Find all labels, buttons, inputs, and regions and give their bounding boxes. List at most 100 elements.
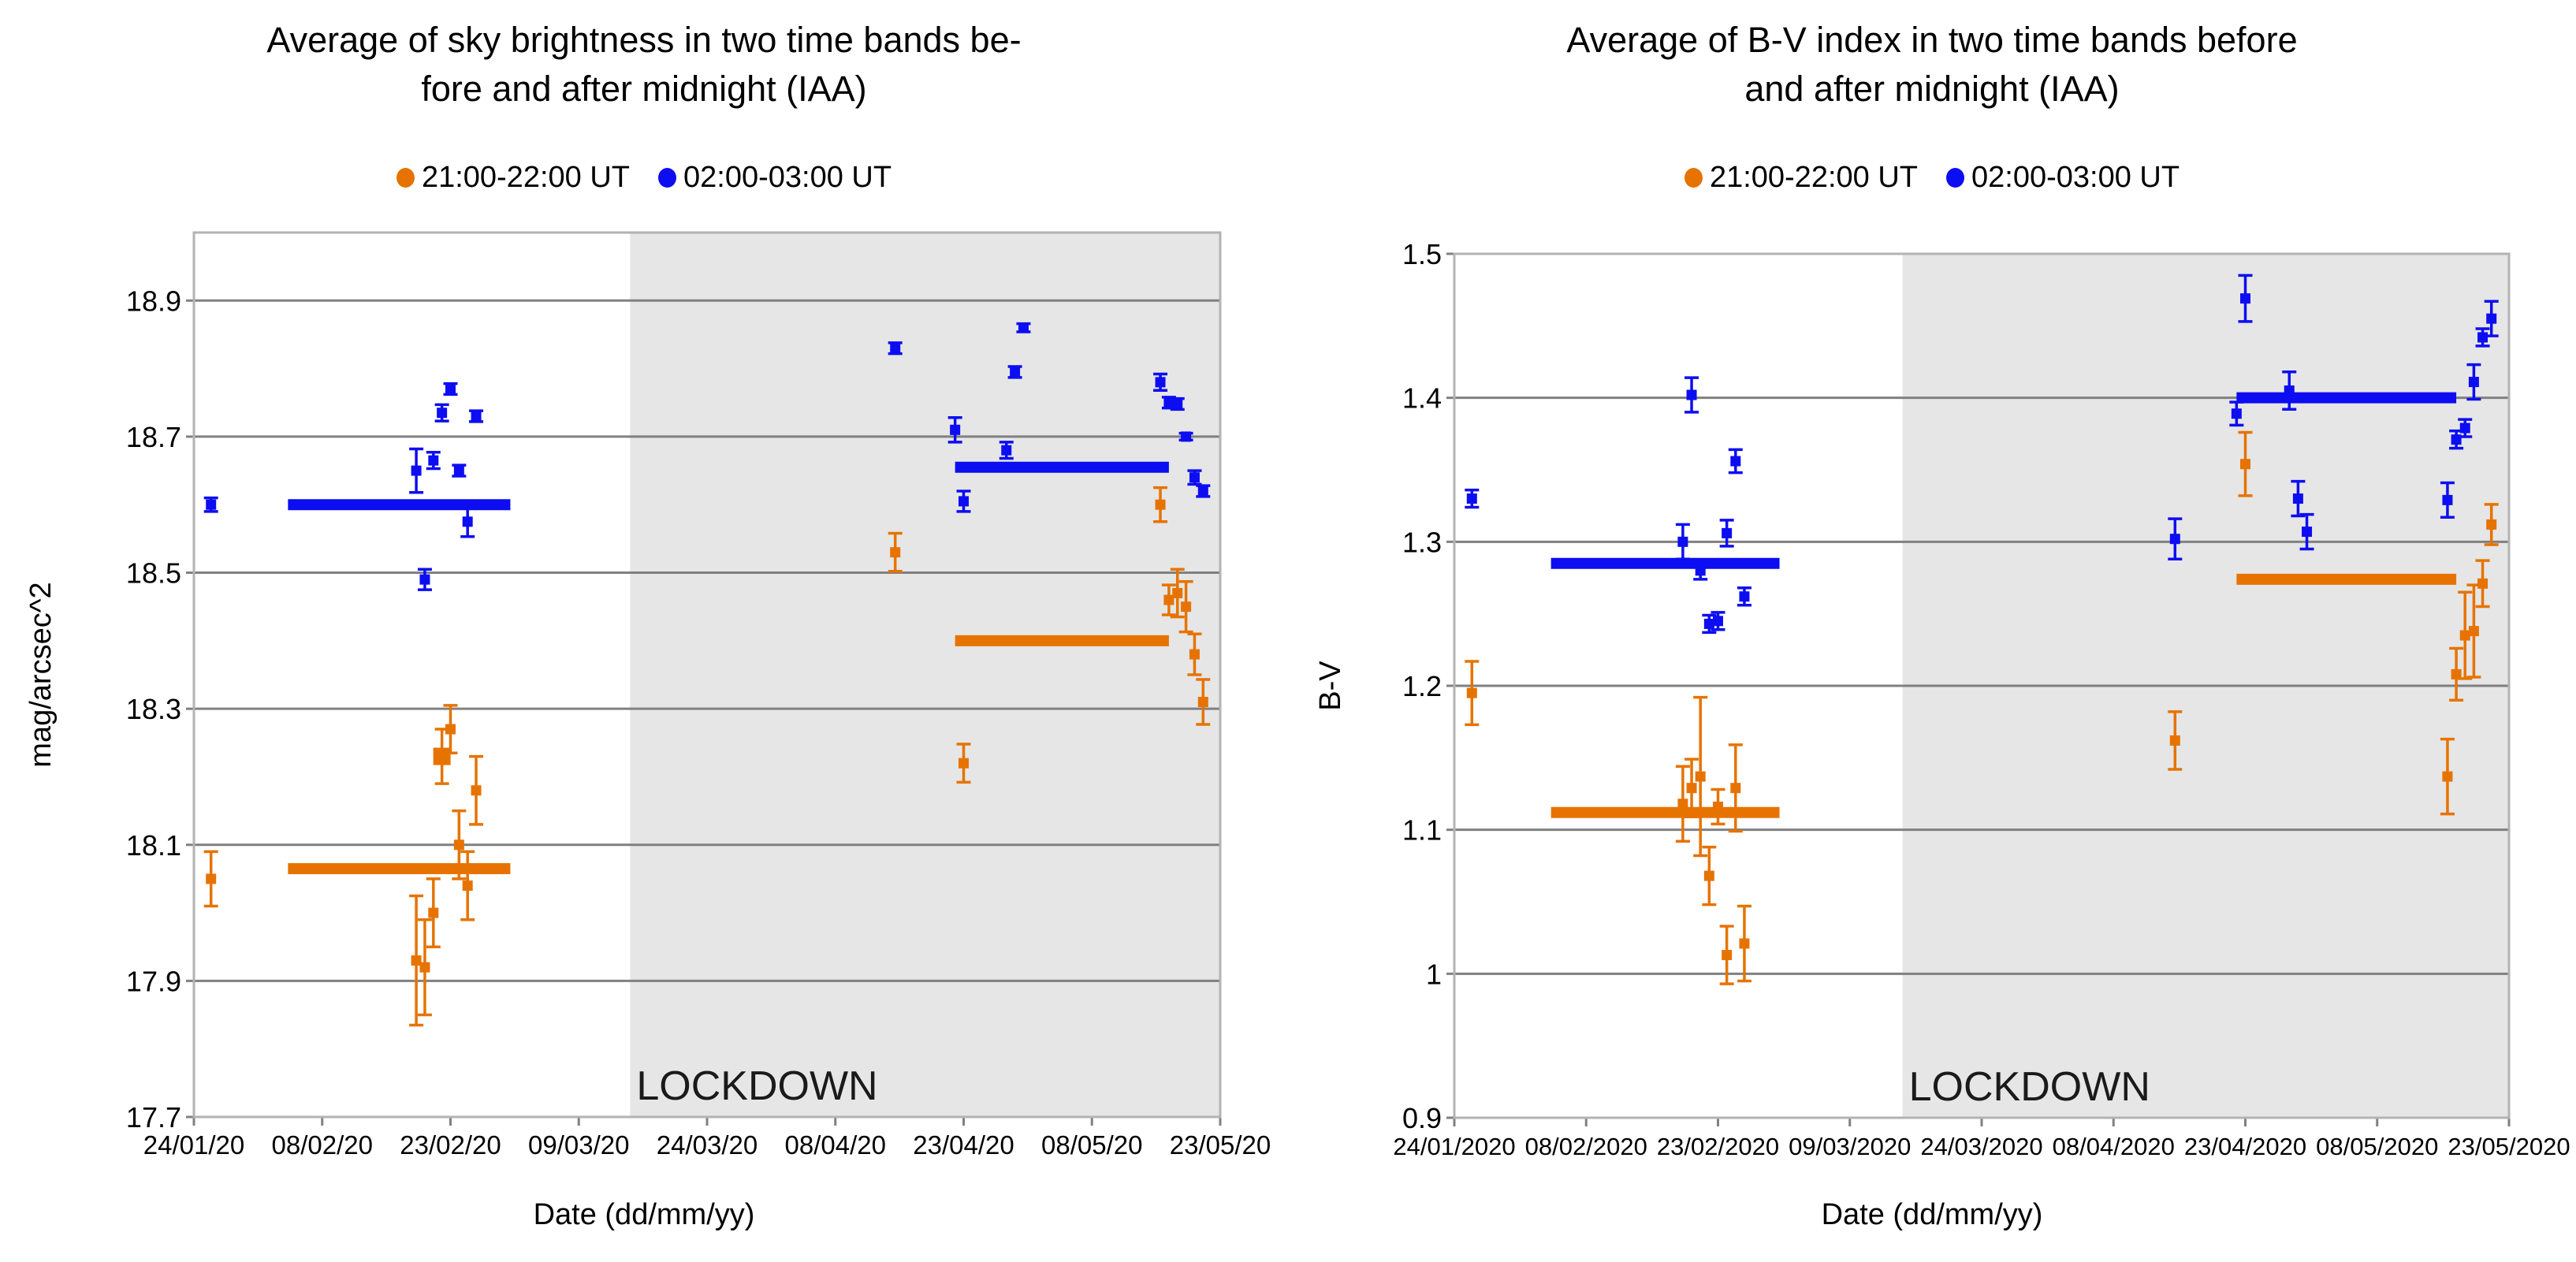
point-marker xyxy=(2231,408,2242,419)
point-marker xyxy=(206,499,217,510)
point-marker xyxy=(419,962,430,973)
data-point xyxy=(1196,678,1211,726)
data-point xyxy=(409,894,424,1027)
point-marker xyxy=(1677,799,1688,810)
point-marker xyxy=(1722,950,1733,961)
point-marker xyxy=(206,873,217,884)
data-point xyxy=(1016,322,1031,333)
point-marker xyxy=(428,907,439,918)
data-point xyxy=(460,850,475,921)
x-tick-label: 24/03/20 xyxy=(657,1130,758,1160)
point-marker xyxy=(471,785,482,796)
data-point xyxy=(1465,488,1480,509)
point-marker xyxy=(1713,616,1723,627)
y-tick-label: 18.3 xyxy=(126,693,181,725)
legend-item-morning: 02:00-03:00 UT xyxy=(1946,161,2180,195)
point-marker xyxy=(437,408,448,419)
data-point xyxy=(417,918,432,1017)
data-point xyxy=(443,704,458,755)
data-point xyxy=(2168,710,2183,771)
x-tick-label: 08/04/20 xyxy=(785,1130,886,1160)
point-marker xyxy=(2169,735,2180,746)
x-tick-label: 23/05/2020 xyxy=(2448,1133,2570,1160)
x-tick-label: 08/02/2020 xyxy=(1525,1133,1647,1160)
data-point xyxy=(203,496,218,513)
point-marker xyxy=(1172,398,1183,409)
data-point xyxy=(443,382,458,396)
data-point xyxy=(1711,611,1725,631)
point-marker xyxy=(462,516,473,527)
point-marker xyxy=(1155,499,1166,510)
point-marker xyxy=(1181,601,1192,612)
x-tick-label: 24/03/2020 xyxy=(1920,1133,2042,1160)
x-tick-label: 23/02/20 xyxy=(400,1130,501,1160)
data-point xyxy=(2484,503,2499,546)
data-point xyxy=(999,441,1014,460)
point-marker xyxy=(1181,431,1192,442)
bv-index-plot-svg: 1.5 1.4 1.3 1.2 1.1 1 0.924/01/2020 08/02/2020 2… xyxy=(1314,238,2570,1231)
data-point xyxy=(2484,300,2499,337)
point-marker xyxy=(2468,626,2479,637)
morning-series-swatch-icon xyxy=(1946,168,1964,188)
point-marker xyxy=(890,547,901,558)
data-point xyxy=(888,341,903,356)
data-point xyxy=(956,490,971,513)
data-point xyxy=(1728,448,1743,475)
point-marker xyxy=(2486,313,2497,324)
chart-legend: 21:00-22:00 UT 02:00-03:00 UT xyxy=(0,161,1288,195)
data-point xyxy=(426,451,441,471)
point-marker xyxy=(2451,668,2462,679)
data-point xyxy=(2466,363,2481,401)
point-marker xyxy=(428,455,439,466)
data-point xyxy=(1693,695,1708,858)
evening-series-swatch-icon xyxy=(1684,168,1703,188)
y-tick-label: 17.9 xyxy=(126,965,181,997)
lockdown-label: LOCKDOWN xyxy=(1909,1064,2150,1110)
data-point xyxy=(452,463,467,478)
data-point xyxy=(1465,660,1480,727)
point-marker xyxy=(453,465,464,476)
point-marker xyxy=(411,465,422,476)
data-point xyxy=(452,809,467,880)
lockdown-label: LOCKDOWN xyxy=(636,1063,877,1109)
point-marker xyxy=(2442,771,2453,782)
data-point xyxy=(1170,568,1185,619)
data-point xyxy=(460,505,475,538)
point-marker xyxy=(1163,397,1174,408)
legend-label-evening: 21:00-22:00 UT xyxy=(421,161,630,194)
point-marker xyxy=(959,758,969,769)
y-tick-label: 1.1 xyxy=(1402,814,1442,847)
point-marker xyxy=(2459,423,2470,434)
y-tick-label: 17.7 xyxy=(126,1101,181,1134)
point-marker xyxy=(1695,771,1706,782)
bv-index-chart: Average of B-V index in two time bands b… xyxy=(1288,0,2576,1262)
data-point xyxy=(2449,646,2464,702)
point-marker xyxy=(2284,385,2295,396)
point-marker xyxy=(1686,783,1697,794)
evening-series-swatch-icon xyxy=(396,168,415,188)
legend-label-evening: 21:00-22:00 UT xyxy=(1709,161,1918,194)
point-marker xyxy=(471,411,482,422)
y-tick-label: 18.9 xyxy=(126,285,181,317)
point-marker xyxy=(1722,527,1733,538)
point-marker xyxy=(445,724,456,735)
data-point xyxy=(2229,400,2244,427)
data-point xyxy=(1702,613,1717,635)
x-tick-label: 24/01/20 xyxy=(143,1130,244,1160)
y-tick-label: 1.3 xyxy=(1402,526,1442,558)
y-tick-label: 1 xyxy=(1426,958,1442,990)
point-marker xyxy=(1686,389,1697,400)
data-point xyxy=(1178,431,1193,442)
data-point xyxy=(1693,560,1708,581)
y-tick-label: 0.9 xyxy=(1402,1102,1442,1134)
data-point xyxy=(947,416,962,444)
x-tick-label: 08/05/20 xyxy=(1041,1130,1142,1160)
point-marker xyxy=(1018,322,1029,333)
data-point xyxy=(2238,274,2253,323)
point-marker xyxy=(445,384,456,395)
data-point xyxy=(417,568,432,591)
data-point xyxy=(434,403,449,423)
point-marker xyxy=(411,955,422,966)
point-marker xyxy=(1739,591,1750,602)
